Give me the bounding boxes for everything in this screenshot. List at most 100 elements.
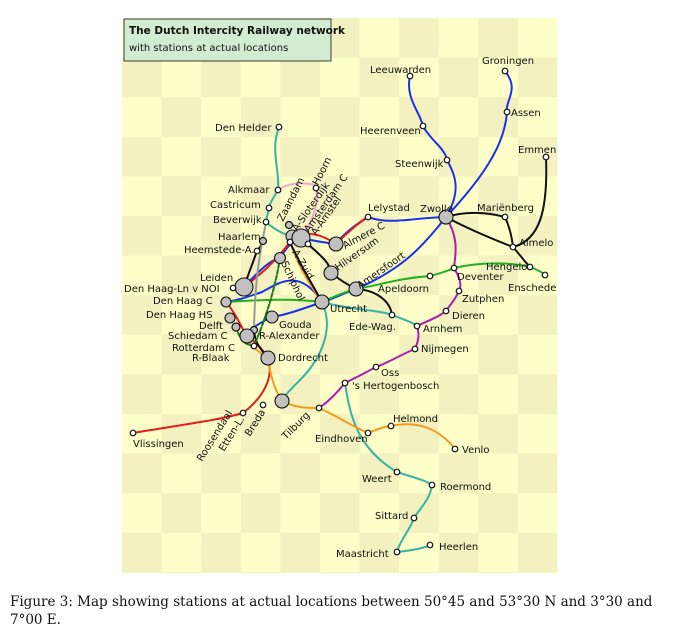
station-marker-alkmaar[interactable]	[274, 186, 282, 194]
station-marker-den-helder[interactable]	[275, 123, 283, 131]
board-cell	[201, 572, 242, 574]
board-cell	[240, 453, 281, 494]
station-label-r-alexander: R-Alexander	[259, 331, 320, 342]
station-marker-beverwijk[interactable]	[262, 218, 270, 226]
station-marker-marienberg[interactable]	[501, 213, 509, 221]
board-cell	[280, 532, 321, 573]
station-marker-r-blaak[interactable]	[250, 342, 258, 350]
board-cell	[280, 572, 321, 574]
railway-line-blue	[408, 75, 457, 218]
board-cell	[122, 97, 162, 138]
board-cell	[280, 493, 321, 534]
figure-caption: Figure 3: Map showing stations at actual…	[10, 594, 653, 629]
station-label-oss: Oss	[381, 368, 399, 379]
station-marker-a-zuid[interactable]	[286, 238, 294, 246]
station-marker-tilburg[interactable]	[315, 404, 323, 412]
station-marker-leiden[interactable]	[234, 277, 254, 297]
station-marker-lelystad[interactable]	[364, 213, 372, 221]
station-marker-oss[interactable]	[372, 363, 380, 371]
station-marker-steenwijk[interactable]	[443, 156, 451, 164]
station-marker-hengelo[interactable]	[526, 263, 534, 271]
board-cell	[478, 255, 519, 296]
board-cell	[122, 255, 162, 296]
board-cell	[122, 532, 162, 573]
station-marker-venlo[interactable]	[451, 445, 459, 453]
station-label-hengelo: Hengelo	[486, 262, 527, 273]
station-marker-vlissingen[interactable]	[129, 429, 137, 437]
station-marker-schiphol[interactable]	[273, 251, 287, 265]
station-marker-roermond[interactable]	[428, 481, 436, 489]
station-label-arnhem: Arnhem	[423, 324, 462, 335]
station-marker-arnhem[interactable]	[413, 322, 421, 330]
board-cell	[399, 334, 440, 375]
station-marker-zaandam[interactable]	[284, 220, 294, 230]
board-cell	[201, 374, 242, 415]
station-marker-almelo[interactable]	[509, 243, 517, 251]
station-marker-rotterdam-c[interactable]	[239, 328, 255, 344]
board-cell	[161, 57, 202, 98]
map-title-box: The Dutch Intercity Railway network with…	[123, 18, 346, 62]
station-label-maastricht: Maastricht	[336, 549, 389, 560]
station-label-beverwijk: Beverwijk	[213, 215, 262, 226]
board-cell	[161, 216, 202, 256]
station-marker-gouda[interactable]	[265, 310, 279, 324]
station-marker-helmond[interactable]	[387, 422, 395, 430]
station-marker-haarlem[interactable]	[258, 236, 268, 246]
station-marker-heemstede-a[interactable]	[253, 247, 261, 255]
board-cell	[518, 295, 558, 336]
board-cell	[320, 57, 360, 98]
station-label-r-blaak: R-Blaak	[192, 353, 230, 364]
station-marker-almere-c[interactable]	[328, 236, 344, 252]
station-label-dordrecht: Dordrecht	[278, 353, 328, 364]
station-marker-eindhoven[interactable]	[364, 429, 372, 437]
station-marker-apeldoorn[interactable]	[426, 272, 434, 280]
station-marker-a-amstel[interactable]	[304, 240, 312, 248]
station-marker-weert[interactable]	[393, 468, 401, 476]
station-marker-den-haag-hs[interactable]	[224, 312, 236, 324]
station-marker-enschede[interactable]	[541, 271, 549, 279]
board-cell	[359, 176, 400, 217]
railway-lines	[132, 70, 548, 553]
station-marker-etten-l[interactable]	[259, 401, 267, 409]
station-marker-emmen[interactable]	[542, 153, 550, 161]
board-cell	[201, 532, 242, 573]
station-marker-groningen[interactable]	[501, 67, 509, 75]
station-marker-s-hertogenbosch[interactable]	[341, 379, 349, 387]
station-marker-delft[interactable]	[231, 322, 241, 332]
station-marker-heerlen[interactable]	[426, 541, 434, 549]
station-label-leiden: Leiden	[200, 273, 233, 284]
station-marker-utrecht[interactable]	[314, 294, 330, 310]
station-marker-dordrecht[interactable]	[260, 350, 276, 366]
station-marker-sittard[interactable]	[410, 514, 418, 522]
station-marker-heerenveen[interactable]	[419, 122, 427, 130]
station-label-nijmegen: Nijmegen	[421, 344, 469, 355]
station-marker-dieren[interactable]	[442, 307, 450, 315]
railway-line-black	[445, 156, 548, 248]
board-cell	[438, 374, 479, 415]
board-cell	[280, 57, 321, 98]
station-marker-ede-wag[interactable]	[388, 311, 396, 319]
station-marker-den-haag-ln-v-noi[interactable]	[229, 284, 237, 292]
station-marker-maastricht[interactable]	[393, 548, 401, 556]
station-marker-nijmegen[interactable]	[411, 345, 419, 353]
station-label-eindhoven: Eindhoven	[315, 434, 368, 445]
station-marker-leeuwarden[interactable]	[406, 72, 414, 80]
station-marker-breda[interactable]	[274, 393, 290, 409]
board-cell	[518, 176, 558, 217]
board-cell	[478, 334, 519, 375]
station-marker-zutphen[interactable]	[455, 287, 463, 295]
board-cell	[518, 97, 558, 138]
station-marker-deventer[interactable]	[450, 264, 458, 272]
station-marker-roosendaal[interactable]	[239, 409, 247, 417]
board-cell	[518, 572, 558, 574]
station-marker-den-haag-c[interactable]	[220, 296, 232, 308]
board-cell	[438, 453, 479, 494]
station-marker-zwolle[interactable]	[438, 209, 454, 225]
station-marker-assen[interactable]	[503, 108, 511, 116]
station-marker-hilversum[interactable]	[323, 265, 339, 281]
station-marker-castricum[interactable]	[265, 204, 273, 212]
board-cell	[478, 18, 519, 58]
station-marker-hoorn[interactable]	[312, 184, 320, 192]
station-marker-amersfoort[interactable]	[348, 281, 364, 297]
station-label-schiedam-c: Schiedam C	[168, 331, 228, 342]
